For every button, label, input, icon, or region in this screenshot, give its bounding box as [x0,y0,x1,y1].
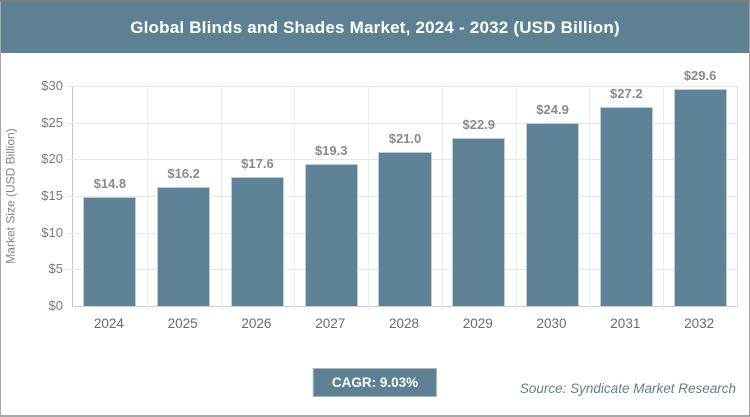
y-tick-label: $20 [41,151,63,167]
y-tick-label: $5 [48,261,63,277]
x-tick-label-2026: 2026 [241,316,272,331]
bar-2030 [525,123,580,306]
bar-value-label: $16.2 [167,166,200,182]
chart-title: Global Blinds and Shades Market, 2024 - … [130,17,620,37]
bar-value-label: $17.6 [241,155,274,171]
x-tick-label-2030: 2030 [536,316,567,331]
gridline-v [441,86,443,310]
gridline-v [663,86,665,310]
source-attribution: Source: Syndicate Market Research [519,381,736,396]
gridline-v [294,86,296,310]
x-tick-label-2029: 2029 [462,316,493,331]
bar-value-label: $22.9 [462,117,496,133]
cagr-badge: CAGR: 9.03% [312,368,438,397]
x-tick-label-2025: 2025 [167,316,198,331]
plot-area: $14.8 $16.2 $17.6 $19.3 $21.0 $22.9 $24.9 $27.2… [66,68,738,310]
bar-value-label: $29.6 [683,67,717,83]
bar-2029 [452,138,506,306]
gridline-v [220,86,222,310]
y-tick-label: $0 [48,298,63,313]
y-tick-label: $10 [41,224,63,240]
gridline-v [589,86,591,310]
bar-value-label: $27.2 [610,85,643,101]
bar-2028 [378,152,432,306]
x-tick-label-2024: 2024 [93,316,124,331]
chart-title-bar: Global Blinds and Shades Market, 2024 - … [1,2,749,53]
bar-value-label: $21.0 [388,131,422,146]
x-tick-label-2028: 2028 [388,316,420,331]
x-tick-label-2027: 2027 [315,316,346,331]
bar-2027 [304,164,358,306]
x-tick-label-2032: 2032 [684,316,715,331]
bar-2031 [599,106,653,306]
gridline-h [66,86,737,87]
bar-2025 [157,187,211,306]
gridline-v [368,86,370,310]
x-tick-label-2031: 2031 [610,316,641,331]
bar-2026 [230,176,284,306]
y-tick-label: $15 [41,188,63,203]
bar-value-label: $14.8 [93,176,127,192]
gridline-v [515,86,517,310]
gridline-v [146,86,148,310]
bar-value-label: $24.9 [536,102,569,118]
bar-2032 [673,88,727,306]
y-tick-label: $25 [41,114,63,130]
bar-value-label: $19.3 [314,143,348,159]
gridline-h [66,122,737,124]
bar-chart: Market Size (USD Billion) $14.8 $16.2 $17.… [1,55,749,415]
y-tick-label: $30 [41,78,63,93]
bar-2024 [83,197,137,306]
